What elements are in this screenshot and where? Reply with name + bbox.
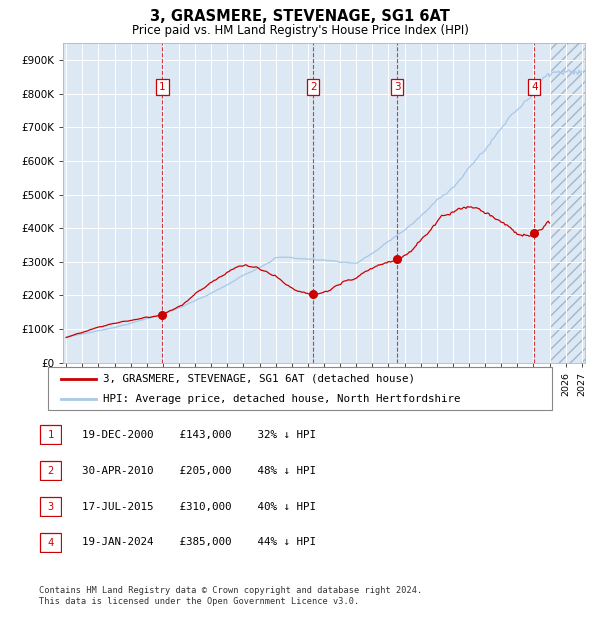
Bar	[550, 43, 590, 363]
Text: 1: 1	[47, 430, 53, 440]
Text: 3, GRASMERE, STEVENAGE, SG1 6AT (detached house): 3, GRASMERE, STEVENAGE, SG1 6AT (detache…	[103, 374, 415, 384]
Text: Contains HM Land Registry data © Crown copyright and database right 2024.: Contains HM Land Registry data © Crown c…	[39, 586, 422, 595]
Text: 17-JUL-2015    £310,000    40% ↓ HPI: 17-JUL-2015 £310,000 40% ↓ HPI	[69, 502, 316, 512]
Text: Price paid vs. HM Land Registry's House Price Index (HPI): Price paid vs. HM Land Registry's House …	[131, 24, 469, 37]
Text: 3: 3	[394, 82, 400, 92]
Text: 4: 4	[47, 538, 53, 547]
Text: 19-DEC-2000    £143,000    32% ↓ HPI: 19-DEC-2000 £143,000 32% ↓ HPI	[69, 430, 316, 440]
Text: 2: 2	[310, 82, 317, 92]
Text: 19-JAN-2024    £385,000    44% ↓ HPI: 19-JAN-2024 £385,000 44% ↓ HPI	[69, 538, 316, 547]
Text: This data is licensed under the Open Government Licence v3.0.: This data is licensed under the Open Gov…	[39, 597, 359, 606]
Text: HPI: Average price, detached house, North Hertfordshire: HPI: Average price, detached house, Nort…	[103, 394, 461, 404]
Text: 4: 4	[531, 82, 538, 92]
Text: 1: 1	[159, 82, 166, 92]
Text: 30-APR-2010    £205,000    48% ↓ HPI: 30-APR-2010 £205,000 48% ↓ HPI	[69, 466, 316, 476]
Text: 2: 2	[47, 466, 53, 476]
Text: 3, GRASMERE, STEVENAGE, SG1 6AT: 3, GRASMERE, STEVENAGE, SG1 6AT	[150, 9, 450, 24]
Text: 3: 3	[47, 502, 53, 512]
